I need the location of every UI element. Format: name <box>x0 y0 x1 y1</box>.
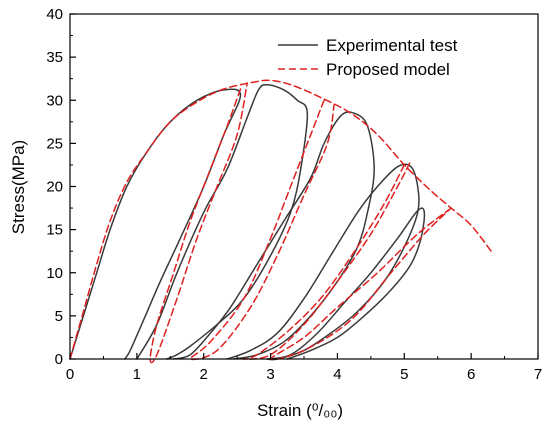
experimental-curve-3 <box>172 111 375 360</box>
x-axis-title-text: Strain ( <box>257 401 312 420</box>
plot-frame <box>69 13 539 360</box>
x-tick-label: 0 <box>66 366 74 383</box>
model-curve-1 <box>69 79 492 360</box>
y-tick-label: 0 <box>55 351 63 368</box>
y-tick-label: 10 <box>46 265 63 282</box>
y-axis-title: Stress(MPa) <box>9 140 28 234</box>
x-tick-label: 6 <box>467 366 475 383</box>
y-tick-label: 25 <box>46 135 63 152</box>
x-tick-label: 4 <box>333 366 341 383</box>
legend: Experimental test Proposed model <box>278 36 458 79</box>
x-tick-label: 2 <box>200 366 208 383</box>
series-layer <box>69 79 492 364</box>
x-tick-label: 1 <box>133 366 141 383</box>
legend-label-model: Proposed model <box>326 60 450 79</box>
x-tick-label: 7 <box>534 366 542 383</box>
y-tick-label: 30 <box>46 92 63 109</box>
x-axis-unit: ⁰/₀₀ <box>312 401 338 420</box>
experimental-curve-5 <box>266 207 426 360</box>
y-tick-label: 5 <box>55 308 63 325</box>
y-tick-label: 35 <box>46 49 63 66</box>
axes-layer: 0 1 2 3 4 5 6 7 0 5 10 15 20 25 30 35 40 <box>46 6 542 383</box>
y-tick-label: 20 <box>46 179 63 196</box>
x-tick-label: 5 <box>400 366 408 383</box>
legend-label-experimental: Experimental test <box>326 36 458 55</box>
x-tick-label: 3 <box>266 366 274 383</box>
x-axis-close-paren: ) <box>337 401 343 420</box>
model-curve-3 <box>189 99 335 361</box>
model-curve-2 <box>149 82 248 364</box>
experimental-curve-1 <box>69 88 242 360</box>
y-tick-label: 40 <box>46 6 63 23</box>
x-axis-title: Strain (⁰/₀₀) <box>257 401 343 420</box>
y-tick-label: 15 <box>46 222 63 239</box>
experimental-curve-4 <box>226 163 420 361</box>
